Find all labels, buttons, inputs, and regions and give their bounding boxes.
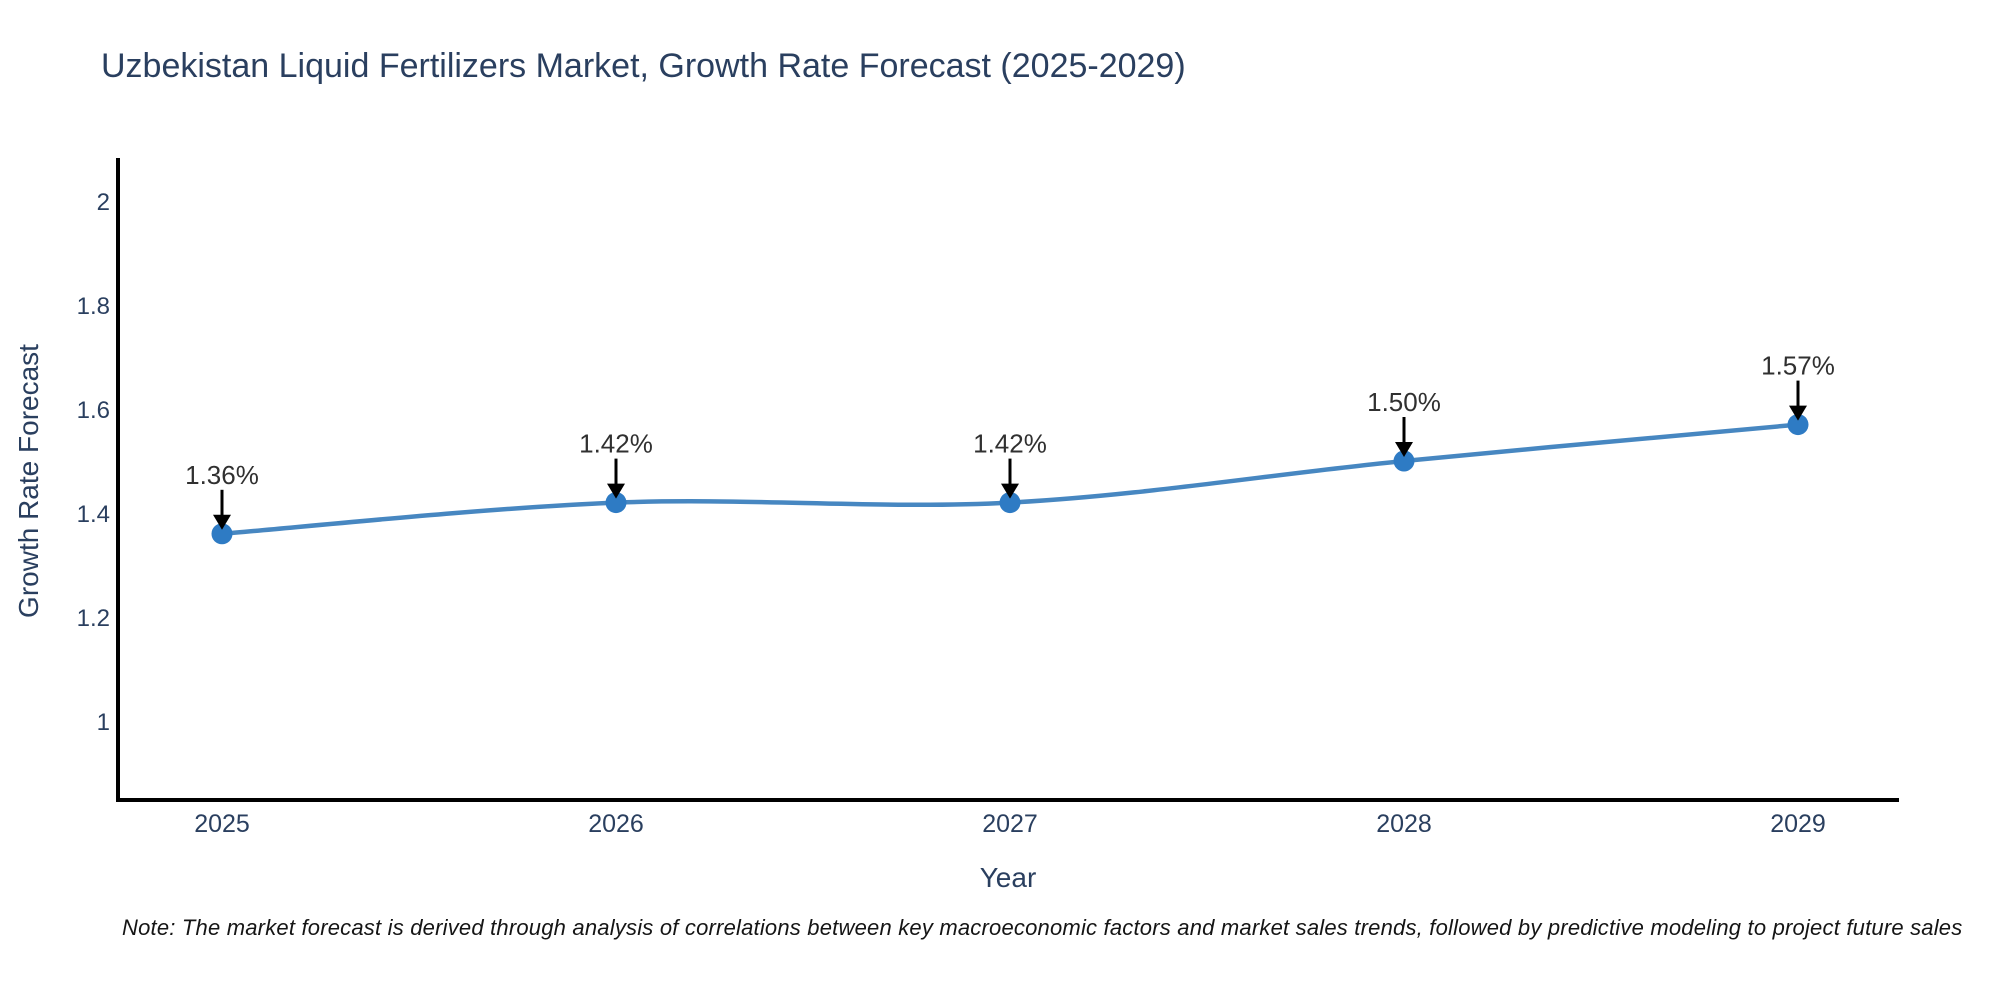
x-tick-label: 2026 — [588, 810, 644, 838]
x-axis-title: Year — [980, 862, 1037, 893]
y-tick-label: 1 — [97, 709, 110, 736]
y-tick-label: 2 — [97, 189, 110, 216]
x-tick-label: 2029 — [1770, 810, 1826, 838]
y-tick-label: 1.4 — [77, 501, 110, 528]
y-tick-label: 1.2 — [77, 605, 110, 632]
x-tick-label: 2028 — [1376, 810, 1432, 838]
chart-title: Uzbekistan Liquid Fertilizers Market, Gr… — [101, 47, 1186, 85]
annotation-arrow-head — [1001, 483, 1019, 499]
y-tick-labels: 1 1.2 1.4 1.6 1.8 2 — [77, 189, 110, 736]
y-axis-title: Growth Rate Forecast — [13, 344, 44, 618]
footnote: Note: The market forecast is derived thr… — [122, 915, 1963, 940]
annotation-arrow-head — [1395, 442, 1413, 457]
x-tick-label: 2027 — [982, 810, 1038, 838]
annotation-arrow-head — [213, 514, 231, 530]
axes — [116, 158, 1899, 802]
data-point-marker-2025 — [211, 523, 233, 545]
data-point-label: 1.36% — [185, 460, 259, 490]
data-point-markers — [211, 414, 1809, 545]
y-tick-label: 1.6 — [77, 397, 110, 424]
data-point-marker-2027 — [999, 492, 1021, 514]
x-tick-label: 2025 — [194, 810, 250, 838]
data-point-label: 1.42% — [973, 429, 1047, 459]
point-annotations: 1.36% 1.42% 1.42% 1.50% 1.57% — [185, 351, 1835, 530]
y-tick-label: 1.8 — [77, 293, 110, 320]
data-point-label: 1.42% — [579, 429, 653, 459]
data-point-marker-2028 — [1393, 450, 1415, 472]
data-point-marker-2026 — [605, 492, 627, 514]
data-point-label: 1.50% — [1367, 387, 1441, 417]
data-point-marker-2029 — [1787, 414, 1809, 436]
annotation-arrow-head — [1789, 405, 1807, 421]
annotation-arrow-head — [607, 483, 625, 499]
data-point-label: 1.57% — [1761, 351, 1835, 381]
x-tick-labels: 2025 2026 2027 2028 2029 — [194, 810, 1826, 838]
